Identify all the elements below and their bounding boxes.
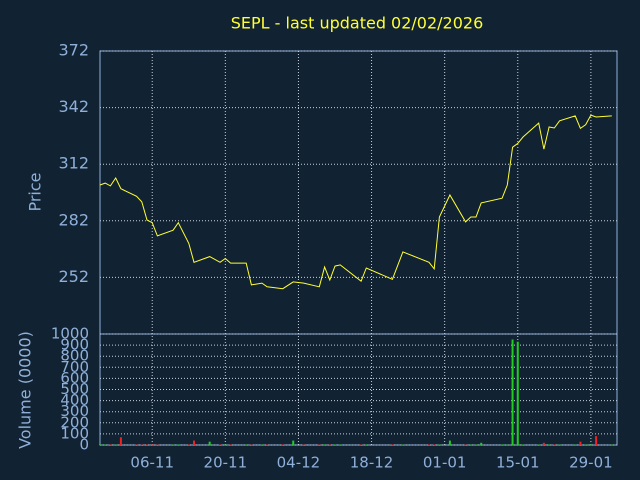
x-tick-label: 20-11: [204, 454, 248, 472]
y-tick-label: 282: [58, 210, 89, 229]
volume-tick-label: 900: [60, 336, 89, 354]
volume-tick-label: 1000: [51, 325, 89, 343]
volume-tick-label: 0: [79, 436, 89, 454]
y-axis-label: Price: [26, 172, 45, 211]
volume-axis-label: Volume (0000): [16, 331, 35, 449]
y-tick-label: 312: [58, 154, 89, 173]
volume-tick-label: 100: [60, 424, 89, 442]
x-tick-label: 01-01: [423, 454, 467, 472]
x-tick-label: 06-11: [130, 454, 174, 472]
x-tick-label: 18-12: [350, 454, 394, 472]
x-tick-label: 04-12: [277, 454, 321, 472]
x-tick-label: 29-01: [569, 454, 613, 472]
chart-title: SEPL - last updated 02/02/2026: [231, 14, 484, 33]
volume-tick-label: 400: [60, 391, 89, 409]
volume-tick-label: 200: [60, 413, 89, 431]
volume-tick-label: 700: [60, 358, 89, 376]
y-tick-label: 342: [58, 97, 89, 116]
price-line: [99, 114, 612, 290]
y-tick-label: 372: [58, 41, 89, 60]
volume-tick-label: 300: [60, 402, 89, 420]
volume-tick-label: 600: [60, 369, 89, 387]
volume-tick-label: 500: [60, 380, 89, 398]
y-tick-label: 252: [58, 267, 89, 286]
volume-tick-label: 800: [60, 347, 89, 365]
x-tick-label: 15-01: [496, 454, 540, 472]
price-frame: [99, 50, 618, 335]
